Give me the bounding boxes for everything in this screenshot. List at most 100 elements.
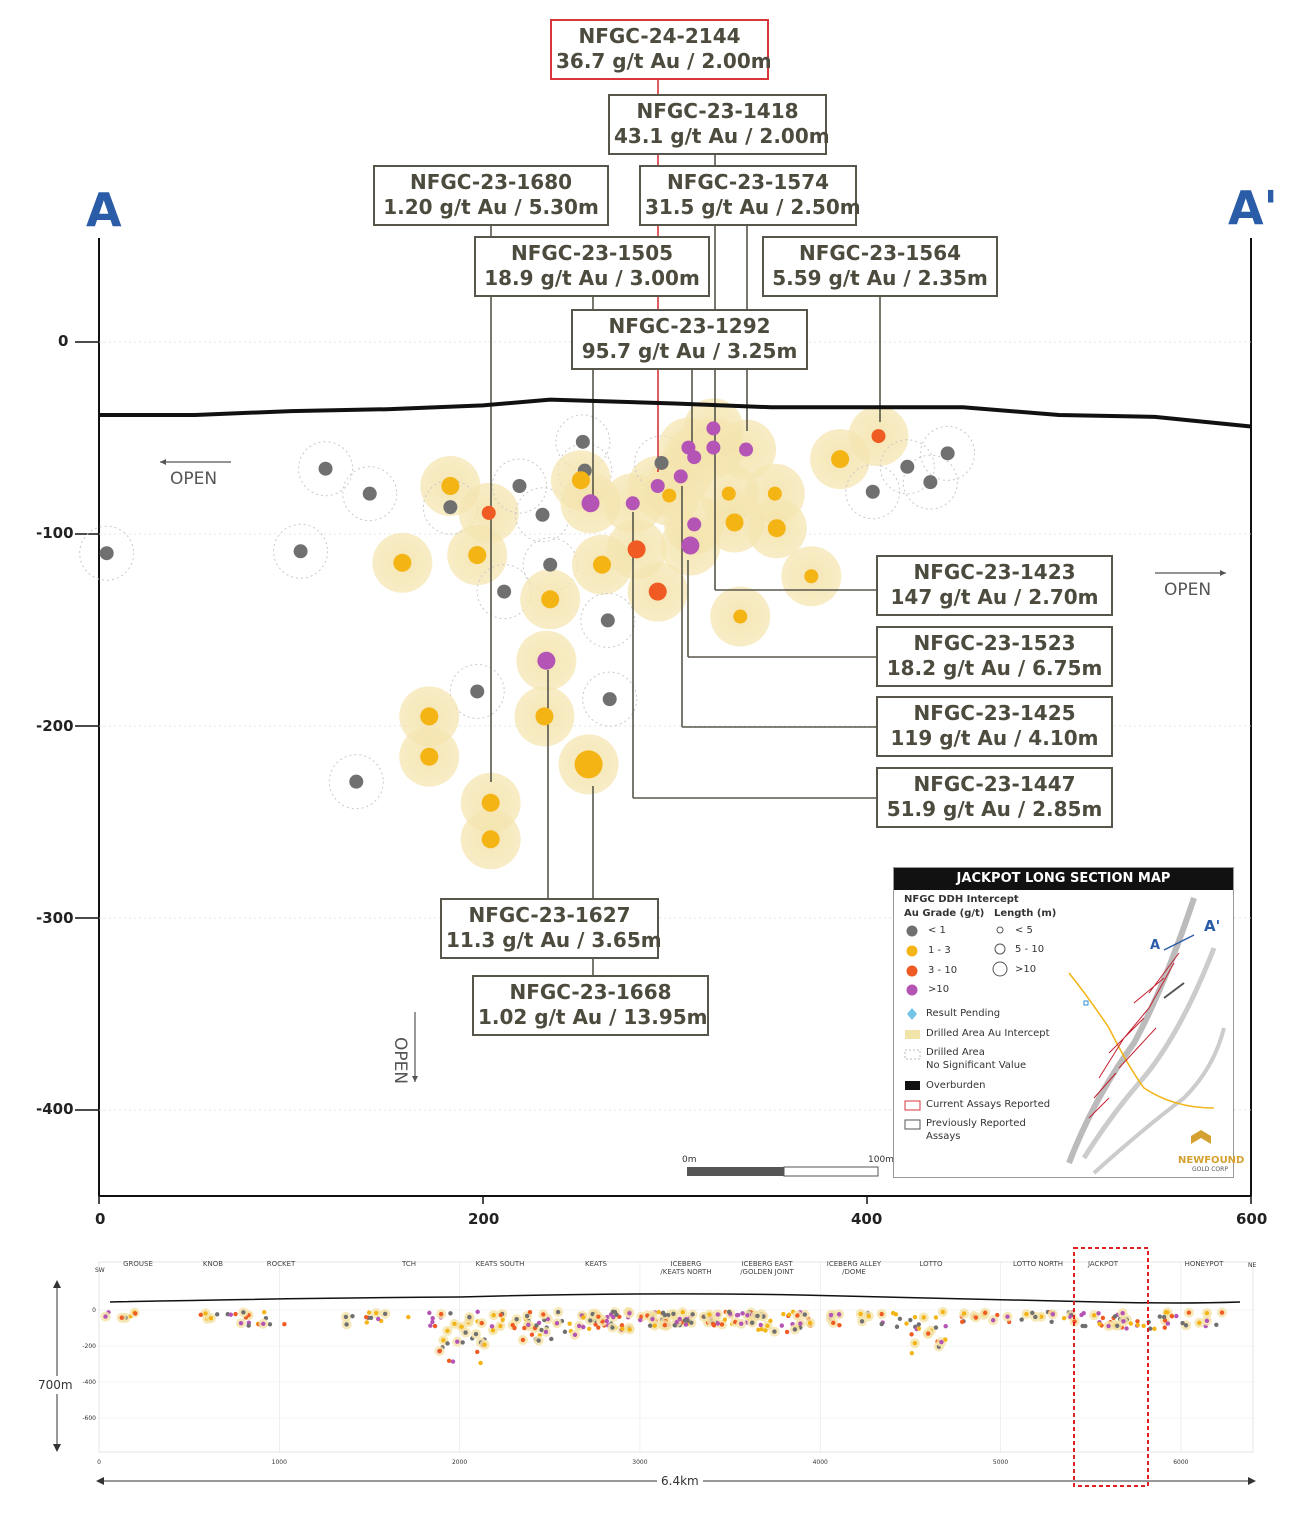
inset-intercept-dot [836, 1312, 842, 1317]
drilled-area-ring [298, 441, 354, 497]
inset-intercept-dot [715, 1321, 721, 1326]
inset-intercept-dot [562, 1329, 568, 1334]
length-circle-medium [994, 943, 1006, 955]
inset-intercept-dot [758, 1322, 763, 1328]
inset-intercept-dot [586, 1326, 592, 1332]
inset-intercept-dot [908, 1317, 913, 1323]
legend-symbols [904, 897, 1226, 1175]
inset-intercept-dot [739, 1321, 744, 1326]
inset-intercept-dot [1115, 1323, 1120, 1328]
inset-intercept-dot [1204, 1310, 1210, 1316]
inset-intercept-dot [479, 1320, 484, 1326]
callout-hole: NFGC-23-1523 [913, 631, 1076, 655]
inset-length-label: 6.4km [657, 1474, 703, 1488]
inset-surface-line [109, 1293, 1241, 1304]
inset-intercept-dot [491, 1312, 496, 1318]
drilled-area-ring [920, 425, 976, 481]
inset-intercept-dot [897, 1316, 903, 1322]
inset-intercept-dot [995, 1312, 1000, 1318]
inset-intercept-dot [638, 1317, 643, 1323]
callout-nfgc-23-1523: NFGC-23-1523 18.2 g/t Au / 6.75m [876, 626, 1113, 687]
inset-intercept-dot [990, 1318, 996, 1323]
inset-intercept-dot [555, 1309, 561, 1315]
inset-zone-label: KEATS [585, 1260, 608, 1268]
drill-intercept-point [535, 507, 550, 522]
inset-intercept-dot [581, 1324, 586, 1330]
callout-nfgc-23-1418: NFGC-23-1418 43.1 g/t Au / 2.00m [608, 94, 830, 155]
y-tick-100: -100 [36, 524, 74, 542]
inset-zone-label: KEATS SOUTH [476, 1260, 525, 1268]
drilled-area-ring [580, 592, 636, 648]
callout-hole: NFGC-23-1564 [798, 241, 962, 265]
inset-zone-label: ICEBERG ALLEY [827, 1260, 882, 1268]
inset-intercept-dot [1128, 1321, 1134, 1326]
y-tick-200: -200 [36, 717, 74, 735]
inset-intercept-dot [382, 1311, 388, 1316]
inset-intercept-dot [792, 1327, 798, 1332]
inset-intercept-dot [1120, 1310, 1125, 1316]
inset-intercept-dot [798, 1321, 803, 1326]
inset-intercept-dot [787, 1312, 792, 1317]
inset-intercept-dot [445, 1328, 450, 1334]
logo-sub: GOLD CORP [1192, 1166, 1228, 1173]
inset-intercept-dot [759, 1326, 764, 1332]
drill-intercept-point [468, 546, 487, 565]
map-label-a: A [1150, 938, 1161, 953]
inset-x-tick: 4000 [813, 1459, 828, 1466]
section-start-label: A [86, 183, 122, 237]
drill-intercept-point [648, 582, 667, 601]
inset-intercept-dot [662, 1312, 667, 1318]
drill-intercept-point [706, 421, 721, 436]
inset-intercept-dot [455, 1339, 460, 1344]
inset-intercept-dot [1096, 1311, 1101, 1316]
inset-intercept-dot [526, 1322, 531, 1328]
callout-hole: NFGC-23-1292 [608, 314, 771, 338]
inset-intercept-dot [933, 1315, 939, 1320]
legend-overburden: Overburden [926, 1080, 986, 1091]
inset-intercept-dot [1097, 1321, 1102, 1327]
inset-intercept-dot [198, 1312, 203, 1317]
inset-intercept-dot [103, 1314, 108, 1319]
inset-intercept-dot [677, 1316, 682, 1322]
location-map [1066, 897, 1226, 1175]
drilled-area-ring [79, 525, 135, 581]
inset-intercept-dot [921, 1315, 926, 1320]
callout-intercept: 5.59 g/t Au / 2.35m [772, 266, 988, 290]
inset-y-tick: -200 [82, 1343, 96, 1350]
inset-intercept-dot [1112, 1314, 1118, 1319]
inset-intercept-dot [343, 1314, 349, 1320]
inset-intercept-dot [973, 1315, 979, 1320]
inset-zone-label: TCH [401, 1260, 416, 1268]
drill-intercept-point [593, 555, 612, 574]
inset-intercept-dot [1204, 1318, 1210, 1323]
inset-intercept-dot [1005, 1314, 1010, 1319]
inset-intercept-dot [750, 1320, 755, 1325]
inset-intercept-dot [490, 1328, 496, 1333]
inset-intercept-dot [554, 1321, 560, 1326]
inset-intercept-dot [879, 1321, 884, 1327]
callout-hole: NFGC-23-1418 [636, 99, 799, 123]
legend-grade-lt1: < 1 [928, 925, 946, 936]
inset-intercept-dot [262, 1309, 267, 1315]
callout-intercept: 11.3 g/t Au / 3.65m [446, 928, 662, 952]
inset-intercept-dot [441, 1338, 446, 1343]
inset-intercept-dot [614, 1312, 619, 1317]
inset-intercept-dot [460, 1340, 465, 1345]
callout-intercept: 1.02 g/t Au / 13.95m [478, 1005, 708, 1029]
inset-intercept-dot [1081, 1310, 1086, 1316]
drill-intercept-point [420, 747, 439, 766]
drilled-area-ring [491, 458, 547, 514]
inset-intercept-dot [672, 1323, 677, 1328]
drill-intercept-point [650, 479, 665, 493]
inset-intercept-dot [529, 1332, 535, 1337]
logo-name: NEWFOUND [1178, 1155, 1245, 1166]
inset-intercept-dot [459, 1324, 464, 1330]
inset-intercept-dot [1050, 1312, 1056, 1317]
inset-intercept-dot [802, 1312, 807, 1317]
inset-intercept-dot [364, 1320, 370, 1325]
inset-intercept-dot [671, 1311, 676, 1317]
inset-intercept-dot [619, 1323, 625, 1328]
drill-intercept-point [725, 513, 744, 532]
previous-assays-swatch [904, 1119, 921, 1130]
drilled-area-ring [449, 663, 505, 719]
